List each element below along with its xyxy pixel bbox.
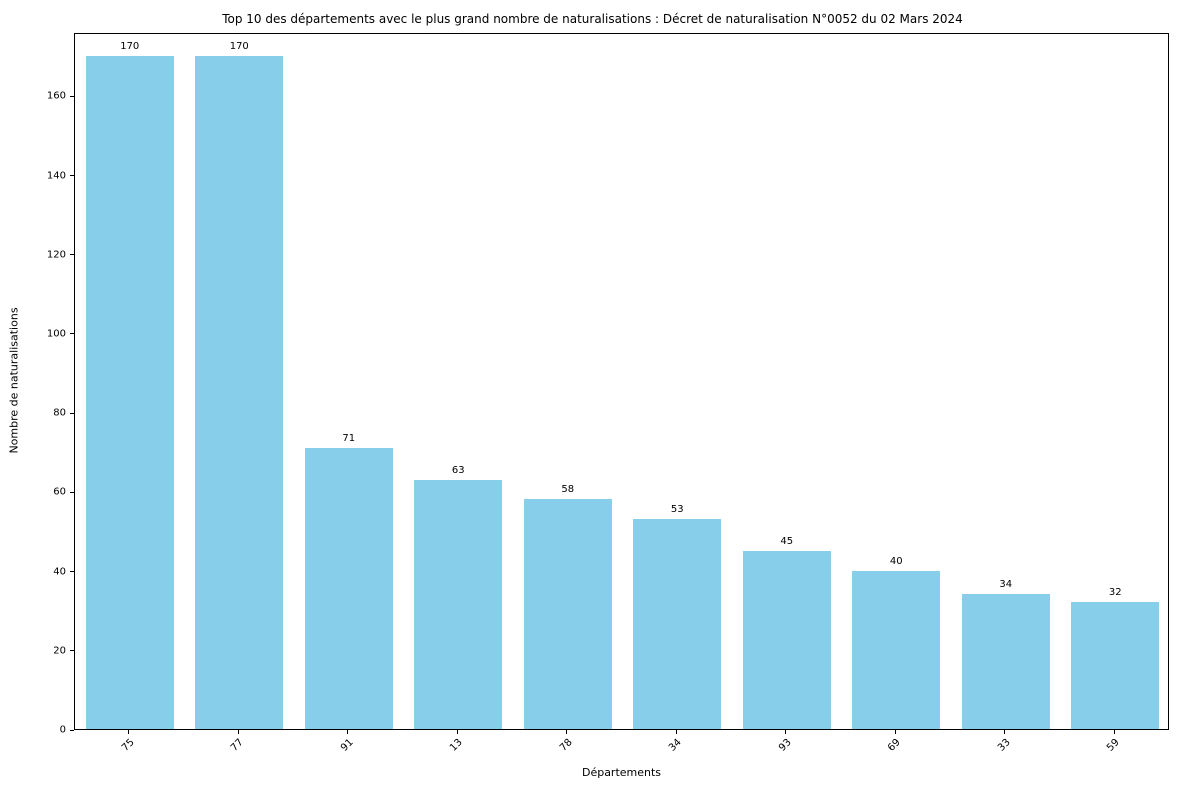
x-tick-label: 78 bbox=[558, 737, 575, 754]
x-tick-mark bbox=[785, 730, 786, 734]
y-tick-label: 160 bbox=[47, 91, 66, 102]
bar bbox=[86, 56, 174, 729]
plot-area: 170 170 71 63 58 53 45 40 34 32 bbox=[75, 34, 1168, 729]
x-tick-label: 33 bbox=[996, 737, 1013, 754]
bar-value-label: 71 bbox=[342, 433, 355, 444]
x-tick-mark bbox=[128, 730, 129, 734]
y-tick-mark bbox=[70, 650, 74, 651]
bar bbox=[743, 551, 831, 729]
bar bbox=[524, 499, 612, 729]
bar bbox=[195, 56, 283, 729]
y-tick-mark bbox=[70, 175, 74, 176]
x-tick-mark bbox=[1114, 730, 1115, 734]
y-tick-mark bbox=[70, 96, 74, 97]
y-tick-label: 20 bbox=[53, 645, 66, 656]
bar-value-label: 58 bbox=[561, 484, 574, 495]
bar bbox=[852, 571, 940, 729]
y-axis-label: Nombre de naturalisations bbox=[8, 280, 21, 480]
y-tick-label: 100 bbox=[47, 328, 66, 339]
x-tick-label: 91 bbox=[339, 737, 356, 754]
x-tick-label: 77 bbox=[229, 737, 246, 754]
bar bbox=[1071, 602, 1159, 729]
bar bbox=[414, 480, 502, 729]
bar-value-label: 40 bbox=[890, 556, 903, 567]
y-tick-label: 40 bbox=[53, 566, 66, 577]
bar-value-label: 170 bbox=[120, 41, 139, 52]
x-tick-mark bbox=[676, 730, 677, 734]
x-axis-label: Départements bbox=[74, 766, 1169, 779]
y-tick-label: 140 bbox=[47, 170, 66, 181]
y-tick-mark bbox=[70, 254, 74, 255]
chart-axes: 170 170 71 63 58 53 45 40 34 32 bbox=[74, 33, 1169, 730]
y-tick-mark bbox=[70, 492, 74, 493]
x-tick-mark bbox=[457, 730, 458, 734]
x-tick-mark bbox=[895, 730, 896, 734]
bar bbox=[962, 594, 1050, 729]
x-tick-label: 69 bbox=[886, 737, 903, 754]
x-tick-label: 34 bbox=[667, 737, 684, 754]
bar bbox=[305, 448, 393, 729]
bar-value-label: 32 bbox=[1109, 587, 1122, 598]
x-tick-mark bbox=[566, 730, 567, 734]
y-tick-label: 80 bbox=[53, 408, 66, 419]
x-tick-label: 75 bbox=[120, 737, 137, 754]
y-tick-mark bbox=[70, 333, 74, 334]
y-tick-label: 0 bbox=[60, 725, 66, 736]
y-tick-mark bbox=[70, 413, 74, 414]
x-tick-mark bbox=[1004, 730, 1005, 734]
bar-value-label: 170 bbox=[230, 41, 249, 52]
y-tick-mark bbox=[70, 730, 74, 731]
bar-value-label: 53 bbox=[671, 504, 684, 515]
chart-figure: Top 10 des départements avec le plus gra… bbox=[0, 0, 1185, 798]
y-tick-label: 120 bbox=[47, 249, 66, 260]
x-tick-mark bbox=[347, 730, 348, 734]
bar-value-label: 63 bbox=[452, 465, 465, 476]
x-tick-mark bbox=[238, 730, 239, 734]
bar-value-label: 45 bbox=[780, 536, 793, 547]
x-tick-label: 93 bbox=[777, 737, 794, 754]
x-tick-label: 13 bbox=[448, 737, 465, 754]
y-tick-mark bbox=[70, 571, 74, 572]
bar-value-label: 34 bbox=[999, 579, 1012, 590]
chart-title: Top 10 des départements avec le plus gra… bbox=[0, 12, 1185, 26]
x-tick-label: 59 bbox=[1105, 737, 1122, 754]
bar bbox=[633, 519, 721, 729]
y-tick-label: 60 bbox=[53, 487, 66, 498]
